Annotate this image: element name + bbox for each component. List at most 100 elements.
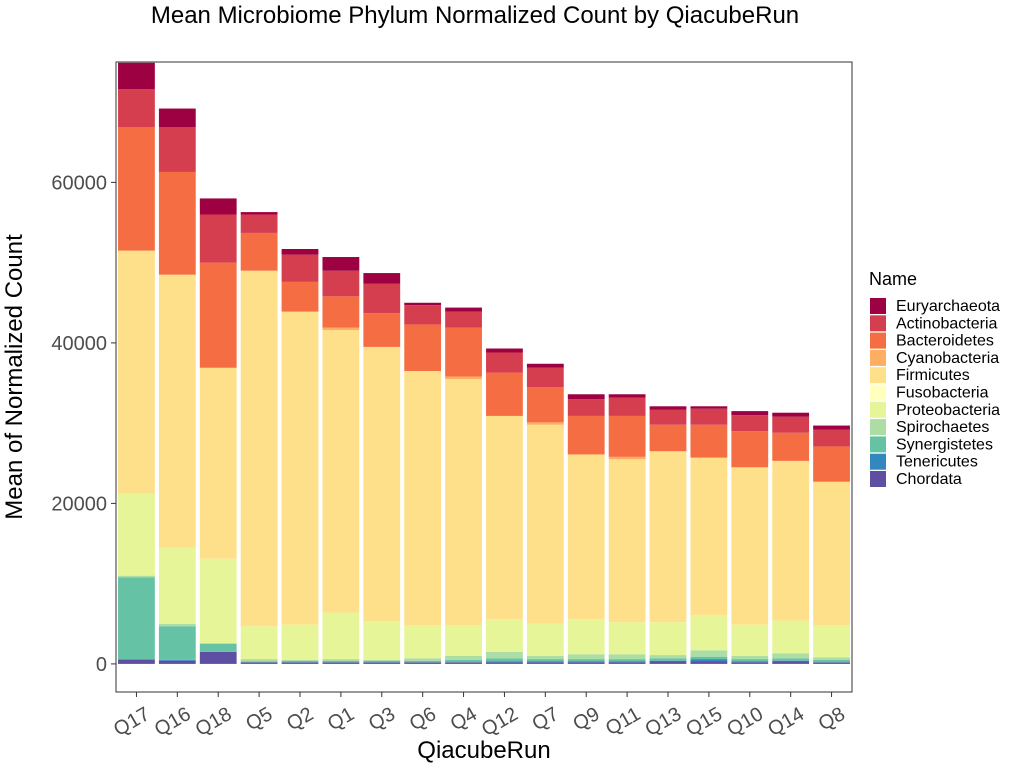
bar-segment [486,352,523,373]
bar-segment [240,270,278,627]
bar-segment [322,612,360,660]
bar-segment [649,451,687,623]
bar-segment [363,659,401,661]
bar-segment [281,254,319,282]
bar-segment [649,655,687,659]
bar-segment [158,108,196,128]
bar-segment [772,653,810,659]
bar-segment [813,446,850,482]
bar-segment [118,89,155,128]
y-tick-label: 0 [96,654,107,676]
x-tick-label: Q6 [406,703,440,735]
bar-segment [772,416,810,433]
bar-segment [813,425,850,430]
bar-segment [363,346,401,622]
bar-segment [363,662,401,664]
bar-segment [813,659,850,663]
x-tick-label: Q18 [192,703,236,741]
legend-swatch [870,419,886,436]
bar-segment [240,662,278,664]
bar-segment [199,643,237,644]
bar-segment [363,273,401,284]
legend-swatch [870,384,886,401]
bar-segment [731,624,769,656]
bar-segment [158,660,196,664]
bar-segment [240,661,278,663]
bar-segment [322,659,360,661]
bar-segment [445,327,482,377]
bar-segment [240,214,278,233]
bar-segment [281,662,319,664]
bar-segment [772,660,810,662]
bar-segment [445,307,482,312]
bar-segment [281,624,319,660]
bar-segment [158,171,196,275]
x-tick-label: Q7 [529,703,563,735]
bar-segment [567,454,605,619]
bar-segment [772,460,810,621]
x-tick-label: Q17 [110,703,154,741]
bar-segment [281,248,319,255]
bar-segment [445,625,482,656]
x-tick-label: Q1 [324,703,358,735]
y-tick-label: 60000 [51,172,107,194]
bar-segment [608,659,646,662]
bar-segment [731,431,769,468]
bar-segment [118,577,155,660]
bar-segment [158,626,196,660]
x-tick-label: Q12 [478,703,522,741]
chart-title: Mean Microbiome Phylum Normalized Count … [151,2,799,29]
bar-segment [567,661,605,663]
bar-segment [118,62,155,90]
bar-segment [445,376,482,380]
bar-segment [608,459,646,623]
legend-swatch [870,332,886,349]
bar-segment [404,302,442,306]
x-tick-label: Q14 [764,703,808,741]
bar-segment [240,232,278,271]
bar-segment [199,367,237,559]
bar-segment [158,127,196,172]
legend-swatch [870,367,886,384]
y-axis-title: Mean of Normalized Count [1,234,28,520]
bar-segment [486,372,523,416]
bar-segment [608,622,646,655]
bar-segment [608,654,646,660]
bar-segment [567,415,605,455]
bar-segment [690,408,728,425]
y-tick-label: 40000 [51,333,107,355]
x-tick-label: Q11 [602,703,644,740]
bar-segment [158,623,196,627]
bar-segment [690,650,728,657]
bar-segment [199,262,237,368]
bar-segment [445,311,482,328]
bar-segment [363,621,401,660]
bar-segment [567,659,605,662]
bar-segment [363,660,401,663]
bar-segment [118,250,155,494]
bar-segment [608,661,646,663]
bar-segment [118,493,155,576]
x-tick-label: Q9 [569,703,603,735]
bar-segment [567,662,605,664]
legend-swatch [870,349,886,366]
bar-segment [731,467,769,625]
bar-segment [404,324,442,371]
bar-segment [608,415,646,457]
bar-segment [526,387,564,423]
bar-segment [608,397,646,416]
bar-segment [731,662,769,664]
bar-segment [199,643,237,652]
bar-segment [322,330,360,613]
bar-segment [731,659,769,662]
bar-segment [322,257,360,271]
bar-segment [567,654,605,660]
bar-segment [526,363,564,368]
bar-segment [772,620,810,654]
bar-segment [240,659,278,662]
bar-segment [486,662,523,664]
x-tick-label: Q16 [151,703,195,741]
bar-segment [690,457,728,615]
